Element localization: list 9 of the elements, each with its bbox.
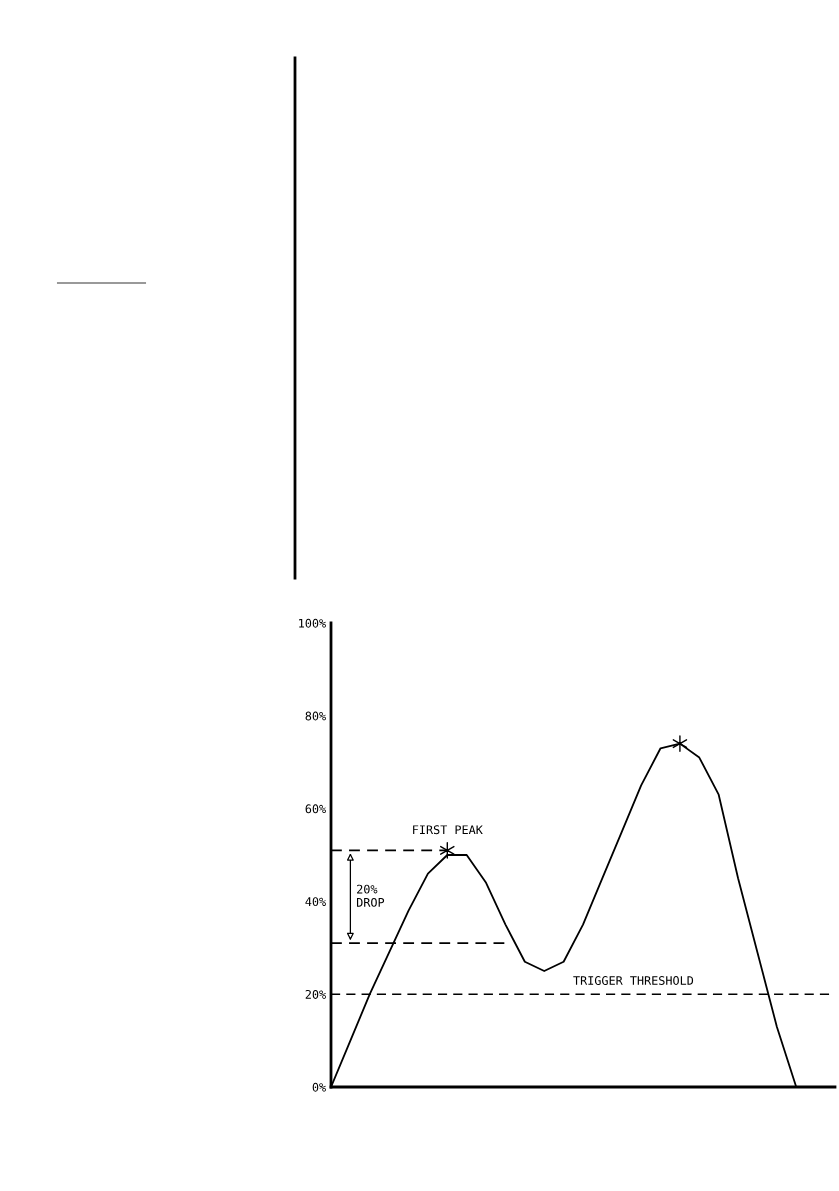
y-tick-label: 80% (305, 711, 326, 721)
y-tick-label: 40% (305, 897, 326, 907)
annotation: 20% DROP (356, 884, 385, 907)
y-tick-label: 0% (312, 1082, 326, 1092)
y-tick-label: 100% (299, 618, 326, 628)
y-tick-label: 60% (305, 804, 326, 814)
y-tick-label: 20% (305, 989, 326, 999)
ref-line-label: TRIGGER THRESHOLD (573, 976, 694, 985)
annotation: FIRST PEAK (413, 825, 483, 835)
